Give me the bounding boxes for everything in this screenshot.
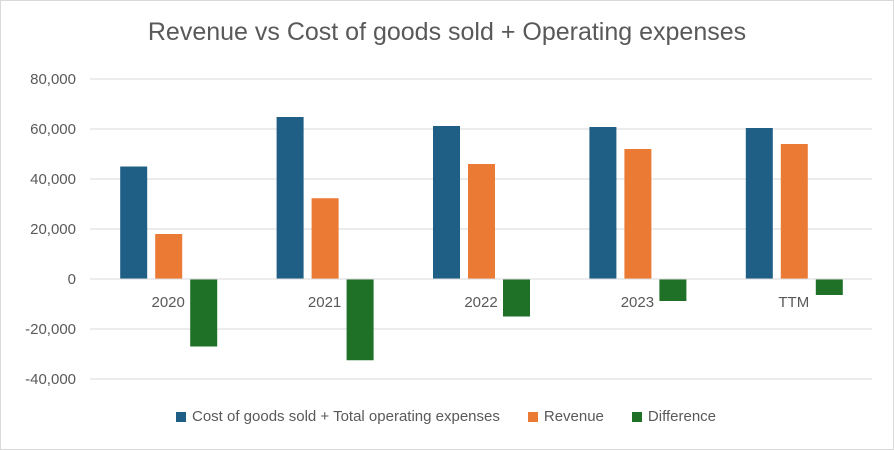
bar-cost	[745, 128, 773, 279]
bar-cost	[433, 126, 460, 279]
bar-revenue	[311, 198, 339, 279]
bar-cost	[589, 127, 617, 279]
x-tick-label: 2021	[308, 294, 341, 311]
x-tick-label: 2022	[464, 294, 497, 311]
bar-difference	[346, 279, 374, 361]
legend-swatch-cost	[176, 411, 186, 422]
y-tick-label: 40,000	[30, 171, 76, 188]
legend-label-difference: Difference	[647, 408, 716, 425]
y-tick-label: -20,000	[25, 321, 76, 338]
legend-item-difference: Difference	[631, 408, 716, 425]
legend-item-cost: Cost of goods sold + Total operating exp…	[176, 408, 500, 425]
bar-difference	[503, 279, 530, 317]
bar-cost	[120, 166, 148, 279]
legend-label-cost: Cost of goods sold + Total operating exp…	[192, 408, 500, 425]
bar-difference	[659, 279, 687, 301]
chart-legend: Cost of goods sold + Total operating exp…	[0, 408, 892, 425]
y-tick-label: -40,000	[25, 371, 76, 388]
legend-swatch-difference	[631, 411, 642, 422]
bar-difference	[190, 279, 218, 347]
y-tick-label: 60,000	[30, 121, 76, 138]
bar-difference	[815, 279, 843, 295]
bar-cost	[276, 117, 304, 279]
y-tick-label: 20,000	[30, 221, 76, 238]
x-tick-label: TTM	[778, 294, 809, 311]
chart-title: Revenue vs Cost of goods sold + Operatin…	[147, 18, 747, 46]
y-tick-label: 80,000	[30, 71, 76, 88]
bar-revenue	[468, 164, 495, 279]
x-tick-label: 2023	[621, 294, 654, 311]
bar-revenue	[155, 234, 183, 279]
legend-item-revenue: Revenue	[527, 408, 604, 425]
bar-revenue	[780, 144, 808, 279]
bar-revenue	[624, 149, 652, 279]
legend-swatch-revenue	[527, 411, 538, 422]
y-tick-label: 0	[68, 271, 76, 288]
legend-label-revenue: Revenue	[543, 408, 604, 425]
x-tick-label: 2020	[152, 294, 185, 311]
